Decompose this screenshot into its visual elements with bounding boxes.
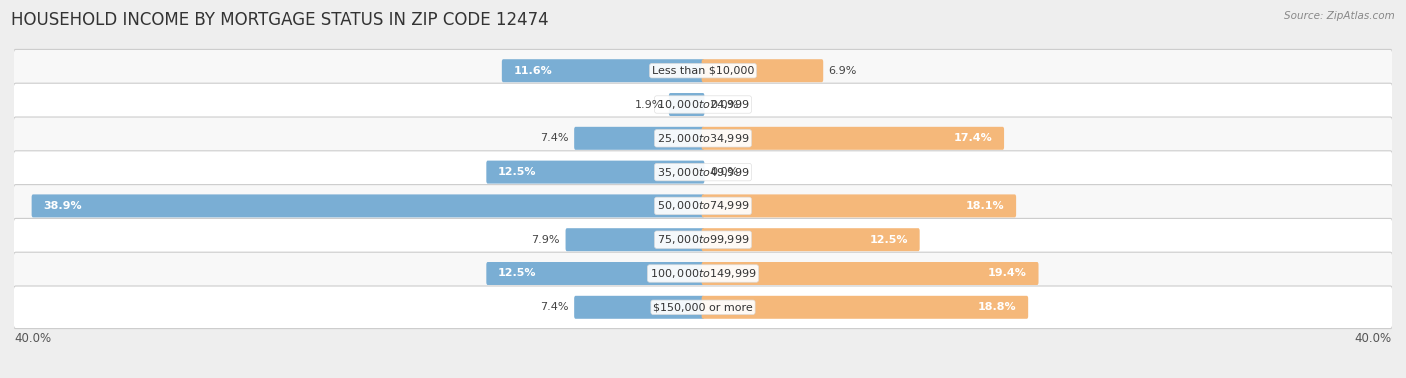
Text: 40.0%: 40.0% — [14, 332, 51, 345]
FancyBboxPatch shape — [13, 286, 1393, 328]
FancyBboxPatch shape — [486, 262, 704, 285]
Text: 1.9%: 1.9% — [636, 99, 664, 110]
Text: 7.4%: 7.4% — [540, 302, 568, 312]
FancyBboxPatch shape — [702, 262, 1039, 285]
FancyBboxPatch shape — [486, 161, 704, 184]
Text: 19.4%: 19.4% — [988, 268, 1026, 279]
Text: Less than $10,000: Less than $10,000 — [652, 66, 754, 76]
Text: $150,000 or more: $150,000 or more — [654, 302, 752, 312]
Text: 11.6%: 11.6% — [513, 66, 553, 76]
FancyBboxPatch shape — [13, 117, 1393, 160]
Text: 0.0%: 0.0% — [710, 167, 738, 177]
Text: $35,000 to $49,999: $35,000 to $49,999 — [657, 166, 749, 178]
Text: 7.4%: 7.4% — [540, 133, 568, 143]
FancyBboxPatch shape — [565, 228, 704, 251]
Text: 12.5%: 12.5% — [498, 268, 537, 279]
FancyBboxPatch shape — [702, 296, 1028, 319]
Text: 7.9%: 7.9% — [531, 235, 560, 245]
FancyBboxPatch shape — [502, 59, 704, 82]
Text: $10,000 to $24,999: $10,000 to $24,999 — [657, 98, 749, 111]
Text: 40.0%: 40.0% — [1355, 332, 1392, 345]
Text: $25,000 to $34,999: $25,000 to $34,999 — [657, 132, 749, 145]
FancyBboxPatch shape — [13, 184, 1393, 227]
FancyBboxPatch shape — [574, 296, 704, 319]
Text: Source: ZipAtlas.com: Source: ZipAtlas.com — [1284, 11, 1395, 21]
Text: 6.9%: 6.9% — [828, 66, 858, 76]
Text: 0.0%: 0.0% — [710, 99, 738, 110]
Text: 38.9%: 38.9% — [44, 201, 82, 211]
Text: $75,000 to $99,999: $75,000 to $99,999 — [657, 233, 749, 246]
FancyBboxPatch shape — [669, 93, 704, 116]
Text: 18.8%: 18.8% — [977, 302, 1017, 312]
FancyBboxPatch shape — [702, 59, 824, 82]
FancyBboxPatch shape — [31, 194, 704, 217]
FancyBboxPatch shape — [702, 228, 920, 251]
Text: 17.4%: 17.4% — [953, 133, 993, 143]
FancyBboxPatch shape — [702, 194, 1017, 217]
Text: $100,000 to $149,999: $100,000 to $149,999 — [650, 267, 756, 280]
FancyBboxPatch shape — [13, 83, 1393, 126]
Text: 18.1%: 18.1% — [966, 201, 1004, 211]
FancyBboxPatch shape — [13, 218, 1393, 261]
FancyBboxPatch shape — [13, 252, 1393, 295]
FancyBboxPatch shape — [702, 127, 1004, 150]
Text: 12.5%: 12.5% — [869, 235, 908, 245]
FancyBboxPatch shape — [13, 151, 1393, 194]
Text: 12.5%: 12.5% — [498, 167, 537, 177]
FancyBboxPatch shape — [13, 50, 1393, 92]
Text: HOUSEHOLD INCOME BY MORTGAGE STATUS IN ZIP CODE 12474: HOUSEHOLD INCOME BY MORTGAGE STATUS IN Z… — [11, 11, 548, 29]
FancyBboxPatch shape — [574, 127, 704, 150]
Text: $50,000 to $74,999: $50,000 to $74,999 — [657, 200, 749, 212]
